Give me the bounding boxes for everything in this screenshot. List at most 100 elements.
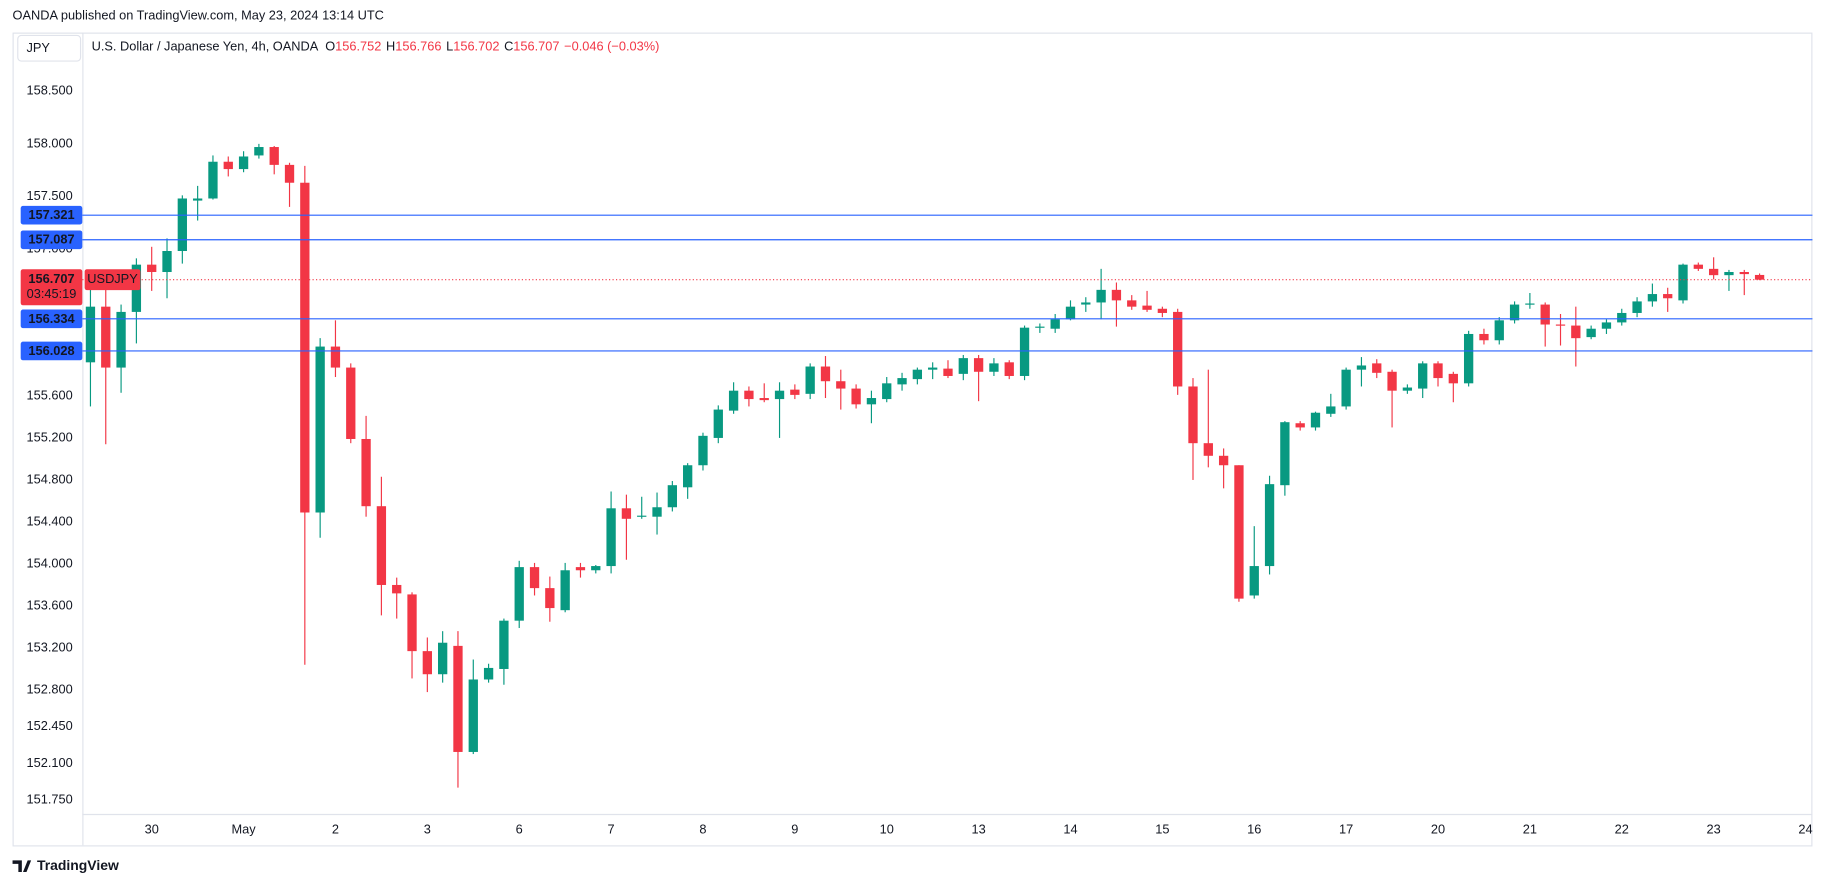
x-tick-label: 3 bbox=[424, 822, 431, 837]
candle-body bbox=[1494, 320, 1504, 341]
legend-change: −0.046 (−0.03%) bbox=[564, 39, 659, 54]
candle-body bbox=[866, 398, 877, 405]
candle-body bbox=[1601, 322, 1612, 329]
candle-body bbox=[1663, 294, 1673, 299]
candle-body bbox=[208, 161, 218, 199]
y-tick-label: 153.600 bbox=[27, 597, 73, 612]
candle-body bbox=[1218, 455, 1229, 466]
last-price-bg bbox=[20, 269, 83, 306]
candle-body bbox=[1678, 264, 1688, 301]
candle-body bbox=[1356, 365, 1367, 370]
candle-body bbox=[1479, 333, 1489, 341]
x-tick-label: 23 bbox=[1707, 822, 1721, 837]
candle-body bbox=[1724, 272, 1734, 276]
legend-field-value: 156.752 bbox=[335, 39, 381, 54]
candle-body bbox=[591, 566, 601, 571]
x-tick-label: 17 bbox=[1339, 822, 1353, 837]
candle-body bbox=[1310, 412, 1321, 428]
y-tick-label: 157.500 bbox=[27, 188, 73, 203]
x-tick-label: 7 bbox=[608, 822, 615, 837]
y-tick-label: 151.750 bbox=[27, 792, 73, 807]
candle-body bbox=[928, 367, 938, 370]
y-tick-label: 154.000 bbox=[27, 555, 73, 570]
y-tick-label: 152.450 bbox=[27, 718, 73, 733]
candle-body bbox=[85, 306, 96, 363]
legend-field-label: L bbox=[446, 39, 453, 54]
candle-body bbox=[667, 485, 678, 508]
candle-body bbox=[1647, 294, 1658, 302]
candle-body bbox=[1571, 325, 1581, 339]
candle-body bbox=[1249, 566, 1259, 596]
legend-title: U.S. Dollar / Japanese Yen, 4h, OANDA bbox=[92, 39, 319, 54]
candle-body bbox=[361, 438, 371, 507]
x-tick-label: 6 bbox=[516, 822, 523, 837]
candle-body bbox=[300, 182, 310, 513]
candle-body bbox=[1463, 333, 1474, 384]
x-tick-label: 9 bbox=[791, 822, 798, 837]
chart-frame bbox=[12, 32, 1813, 847]
y-tick-label: 153.200 bbox=[27, 639, 73, 654]
candle-body bbox=[147, 264, 157, 273]
candle-body bbox=[392, 584, 402, 594]
candle-body bbox=[958, 358, 968, 374]
candle-body bbox=[1203, 443, 1213, 456]
x-tick-label: 20 bbox=[1431, 822, 1445, 837]
candle-body bbox=[1693, 264, 1703, 269]
candle-body bbox=[1632, 301, 1642, 313]
level-label: 156.334 bbox=[28, 311, 75, 326]
candle-body bbox=[621, 508, 632, 519]
candle-body bbox=[882, 383, 892, 400]
candle-body bbox=[1754, 274, 1765, 280]
candle-body bbox=[1525, 303, 1535, 305]
candle-body bbox=[407, 594, 417, 652]
candle-body bbox=[943, 368, 953, 376]
candle-body bbox=[162, 250, 172, 273]
candle-body bbox=[529, 567, 540, 589]
candle-body bbox=[284, 164, 295, 183]
candle-body bbox=[820, 366, 831, 382]
candle-body bbox=[192, 198, 203, 201]
candle-body bbox=[1555, 324, 1566, 326]
candle-body bbox=[1586, 328, 1596, 338]
y-tick-label: 154.800 bbox=[27, 471, 73, 486]
legend-field-label: O bbox=[325, 39, 335, 54]
legend-field-value: 156.702 bbox=[453, 39, 499, 54]
y-tick-label: 155.600 bbox=[27, 387, 73, 402]
candle-body bbox=[637, 515, 647, 517]
candle-body bbox=[1081, 302, 1091, 305]
level-label-bg bbox=[20, 341, 83, 361]
level-label: 156.028 bbox=[28, 343, 74, 358]
countdown-label: 03:45:19 bbox=[27, 286, 77, 301]
brand-name: TradingView bbox=[37, 857, 119, 873]
candle-body bbox=[1096, 289, 1106, 303]
candle-body bbox=[1157, 308, 1168, 313]
candle-body bbox=[177, 198, 187, 251]
candle-body bbox=[1004, 362, 1014, 376]
candle-body bbox=[989, 363, 999, 372]
last-price-label: 156.707 bbox=[28, 271, 74, 286]
x-tick-label: 14 bbox=[1063, 822, 1077, 837]
level-label: 157.321 bbox=[28, 207, 74, 222]
candle-body bbox=[1050, 319, 1060, 329]
candle-body bbox=[422, 651, 432, 675]
candle-body bbox=[1295, 423, 1305, 428]
candle-body bbox=[1264, 484, 1275, 567]
candle-body bbox=[1127, 300, 1137, 307]
y-tick-label: 152.800 bbox=[27, 681, 73, 696]
candle-body bbox=[1708, 268, 1719, 276]
candle-body bbox=[790, 389, 800, 395]
symbol-tag-bg bbox=[84, 269, 141, 291]
publisher-note: OANDA published on TradingView.com, May … bbox=[13, 8, 384, 23]
y-tick-label: 154.400 bbox=[27, 513, 73, 528]
candle-body bbox=[468, 679, 478, 752]
currency: JPY bbox=[27, 40, 51, 55]
x-tick-label: 8 bbox=[699, 822, 706, 837]
candle-body bbox=[1402, 387, 1413, 391]
candle-body bbox=[1188, 386, 1198, 444]
y-tick-label: 158.000 bbox=[27, 135, 73, 150]
candle-body bbox=[1341, 369, 1351, 407]
x-tick-label: 22 bbox=[1615, 822, 1629, 837]
candle-body bbox=[1326, 406, 1336, 414]
